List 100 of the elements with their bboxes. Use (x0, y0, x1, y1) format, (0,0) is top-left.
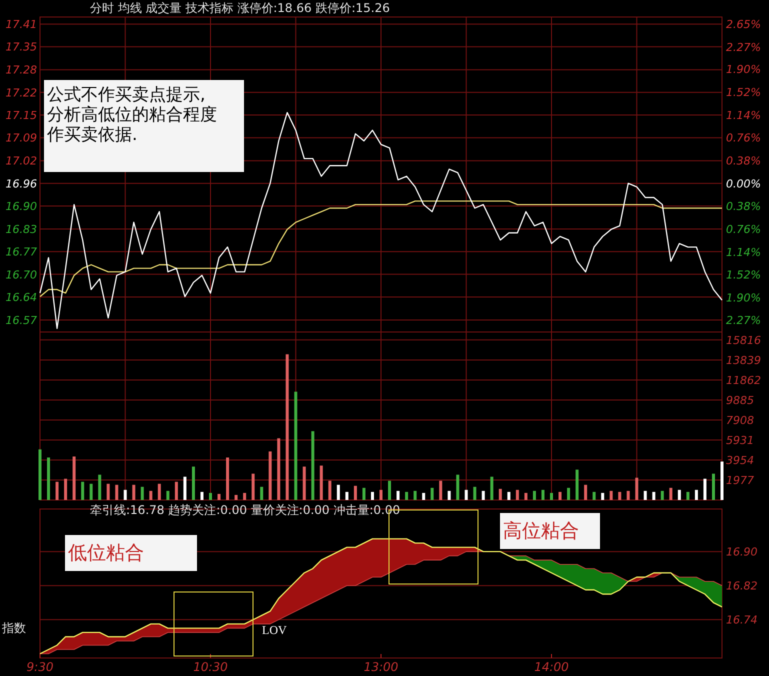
bar (490, 476, 494, 500)
y-tick-label: 17.22 (6, 86, 37, 100)
y2-tick-label: 0.00% (726, 177, 761, 190)
bar (720, 462, 724, 500)
bar (541, 490, 544, 500)
bar (532, 490, 536, 500)
bar (124, 490, 127, 500)
bar (464, 490, 468, 500)
x-tick-label: 14:00 (534, 660, 570, 674)
y-tick-label: 16.70 (6, 268, 37, 282)
bar (626, 490, 630, 500)
bar (320, 466, 323, 500)
bar (405, 492, 408, 500)
bar (644, 490, 647, 500)
y2-tick-label: 1.52% (726, 268, 761, 282)
y-tick-label: 16.90 (726, 546, 758, 559)
x-tick-label: 10:30 (193, 660, 228, 674)
y2-tick-label: 2.65% (726, 18, 761, 32)
bar (473, 486, 476, 500)
bar (226, 457, 230, 500)
bar (192, 466, 195, 500)
bar (456, 474, 460, 500)
text: 指数 (1, 621, 26, 635)
bar (166, 490, 170, 500)
y2-tick-label: 1.52% (726, 86, 761, 100)
bar (140, 486, 144, 500)
bar (669, 488, 672, 500)
bar (183, 476, 186, 500)
bar (516, 490, 519, 500)
y-tick-label: 9885 (726, 394, 754, 407)
y-tick-label: 13839 (726, 354, 761, 367)
y-tick-label: 1977 (726, 474, 754, 487)
y-tick-label: 7908 (726, 414, 754, 427)
bar (268, 451, 272, 500)
bar (209, 492, 212, 500)
y-tick-label: 11862 (726, 374, 761, 387)
bar (482, 490, 485, 500)
bar (660, 490, 664, 500)
bar (686, 492, 690, 500)
bar (243, 492, 246, 500)
bar (610, 490, 613, 500)
bar (336, 484, 340, 500)
y-tick-label: 16.64 (6, 290, 37, 304)
x-tick-label: 13:00 (364, 660, 399, 674)
bar (635, 478, 638, 500)
bar (302, 466, 306, 500)
y-tick-label: 5931 (726, 434, 754, 447)
bar (277, 438, 280, 500)
bar (567, 488, 570, 500)
y-tick-label: 17.15 (6, 109, 37, 122)
bar (712, 474, 715, 500)
y-tick-label: 17.09 (6, 132, 37, 145)
bar (439, 480, 442, 500)
bar (200, 492, 204, 500)
annotation: 高位粘合 (503, 520, 579, 542)
y2-tick-label: 1.90% (726, 63, 761, 76)
bar (218, 494, 221, 500)
y-tick-label: 16.74 (726, 614, 758, 627)
bar (576, 470, 579, 500)
y-tick-label: 16.77 (6, 246, 37, 259)
bar (72, 456, 76, 500)
bar (149, 490, 152, 500)
bar (328, 480, 332, 500)
bar (132, 484, 136, 500)
bar (38, 449, 42, 500)
bar (558, 492, 562, 500)
bar (311, 431, 314, 500)
y2-tick-label: 0.38% (726, 154, 761, 168)
y-tick-label: 16.90 (6, 200, 37, 213)
y2-tick-label: 0.76% (726, 132, 761, 145)
line-series (39, 200, 723, 298)
bar (362, 488, 366, 500)
bar (234, 494, 238, 500)
annotation: 低位粘合 (68, 542, 144, 564)
bar (370, 492, 374, 500)
bar (601, 492, 604, 500)
annotation: 公式不作买卖点提示,分析高低位的粘合程度作买卖依据. (46, 85, 217, 145)
bar (592, 492, 596, 500)
bar (498, 488, 502, 500)
bar (98, 474, 102, 500)
bar (388, 480, 392, 500)
bar (252, 474, 255, 500)
bar (345, 492, 348, 500)
chart-title: 分时 均线 成交量 技术指标 涨停价:18.66 跌停价:15.26 (90, 1, 390, 15)
y-tick-label: 17.28 (6, 64, 37, 77)
y2-tick-label: 0.38% (726, 200, 761, 214)
bar (678, 490, 681, 500)
bar (507, 492, 510, 500)
bar (115, 484, 118, 500)
y-tick-label: 16.57 (6, 314, 37, 327)
y2-tick-label: 1.90% (726, 292, 761, 305)
y-tick-label: 16.82 (726, 580, 758, 593)
bar (286, 354, 289, 500)
bar (260, 486, 264, 500)
bar (430, 488, 434, 500)
bar (380, 490, 382, 500)
bar (396, 490, 400, 500)
y2-tick-label: 1.14% (726, 108, 761, 122)
bar (414, 490, 417, 500)
bar (47, 457, 50, 500)
